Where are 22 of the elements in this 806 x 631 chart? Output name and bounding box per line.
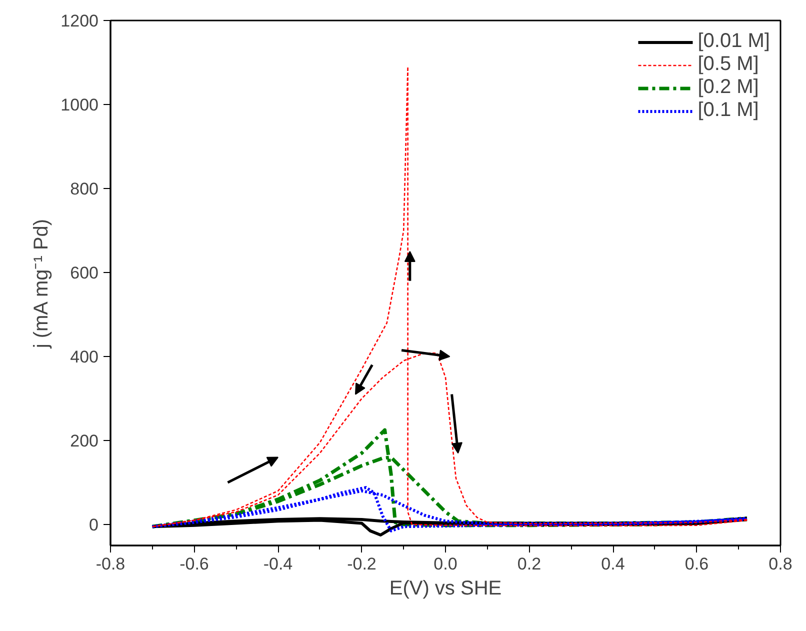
x-tick-label: -0.4	[263, 554, 293, 574]
y-tick-label: 1200	[60, 12, 99, 30]
legend-label: [0.5 M]	[698, 53, 759, 76]
x-tick-label: 0.0	[434, 554, 458, 574]
legend-label: [0.1 M]	[698, 99, 759, 122]
y-axis-title: j (mA mg⁻¹ Pd)	[30, 218, 53, 350]
legend-label: [0.01 M]	[698, 30, 770, 53]
x-tick-label: 0.2	[517, 554, 542, 574]
x-axis-title: E(V) vs SHE	[389, 578, 502, 600]
y-tick-label: 800	[70, 180, 99, 198]
x-tick-label: 0.8	[768, 554, 792, 574]
y-tick-label: 0	[89, 516, 99, 534]
y-tick-label: 600	[70, 264, 99, 282]
y-tick-label: 200	[70, 432, 99, 450]
y-tick-label: 400	[70, 348, 99, 366]
x-tick-label: 0.6	[684, 554, 709, 574]
x-tick-label: -0.6	[180, 554, 209, 574]
legend-label: [0.2 M]	[698, 76, 759, 99]
y-tick-label: 1000	[60, 96, 99, 114]
x-tick-label: -0.8	[96, 554, 126, 574]
x-tick-label: -0.2	[347, 554, 376, 574]
x-tick-label: 0.4	[601, 554, 625, 574]
